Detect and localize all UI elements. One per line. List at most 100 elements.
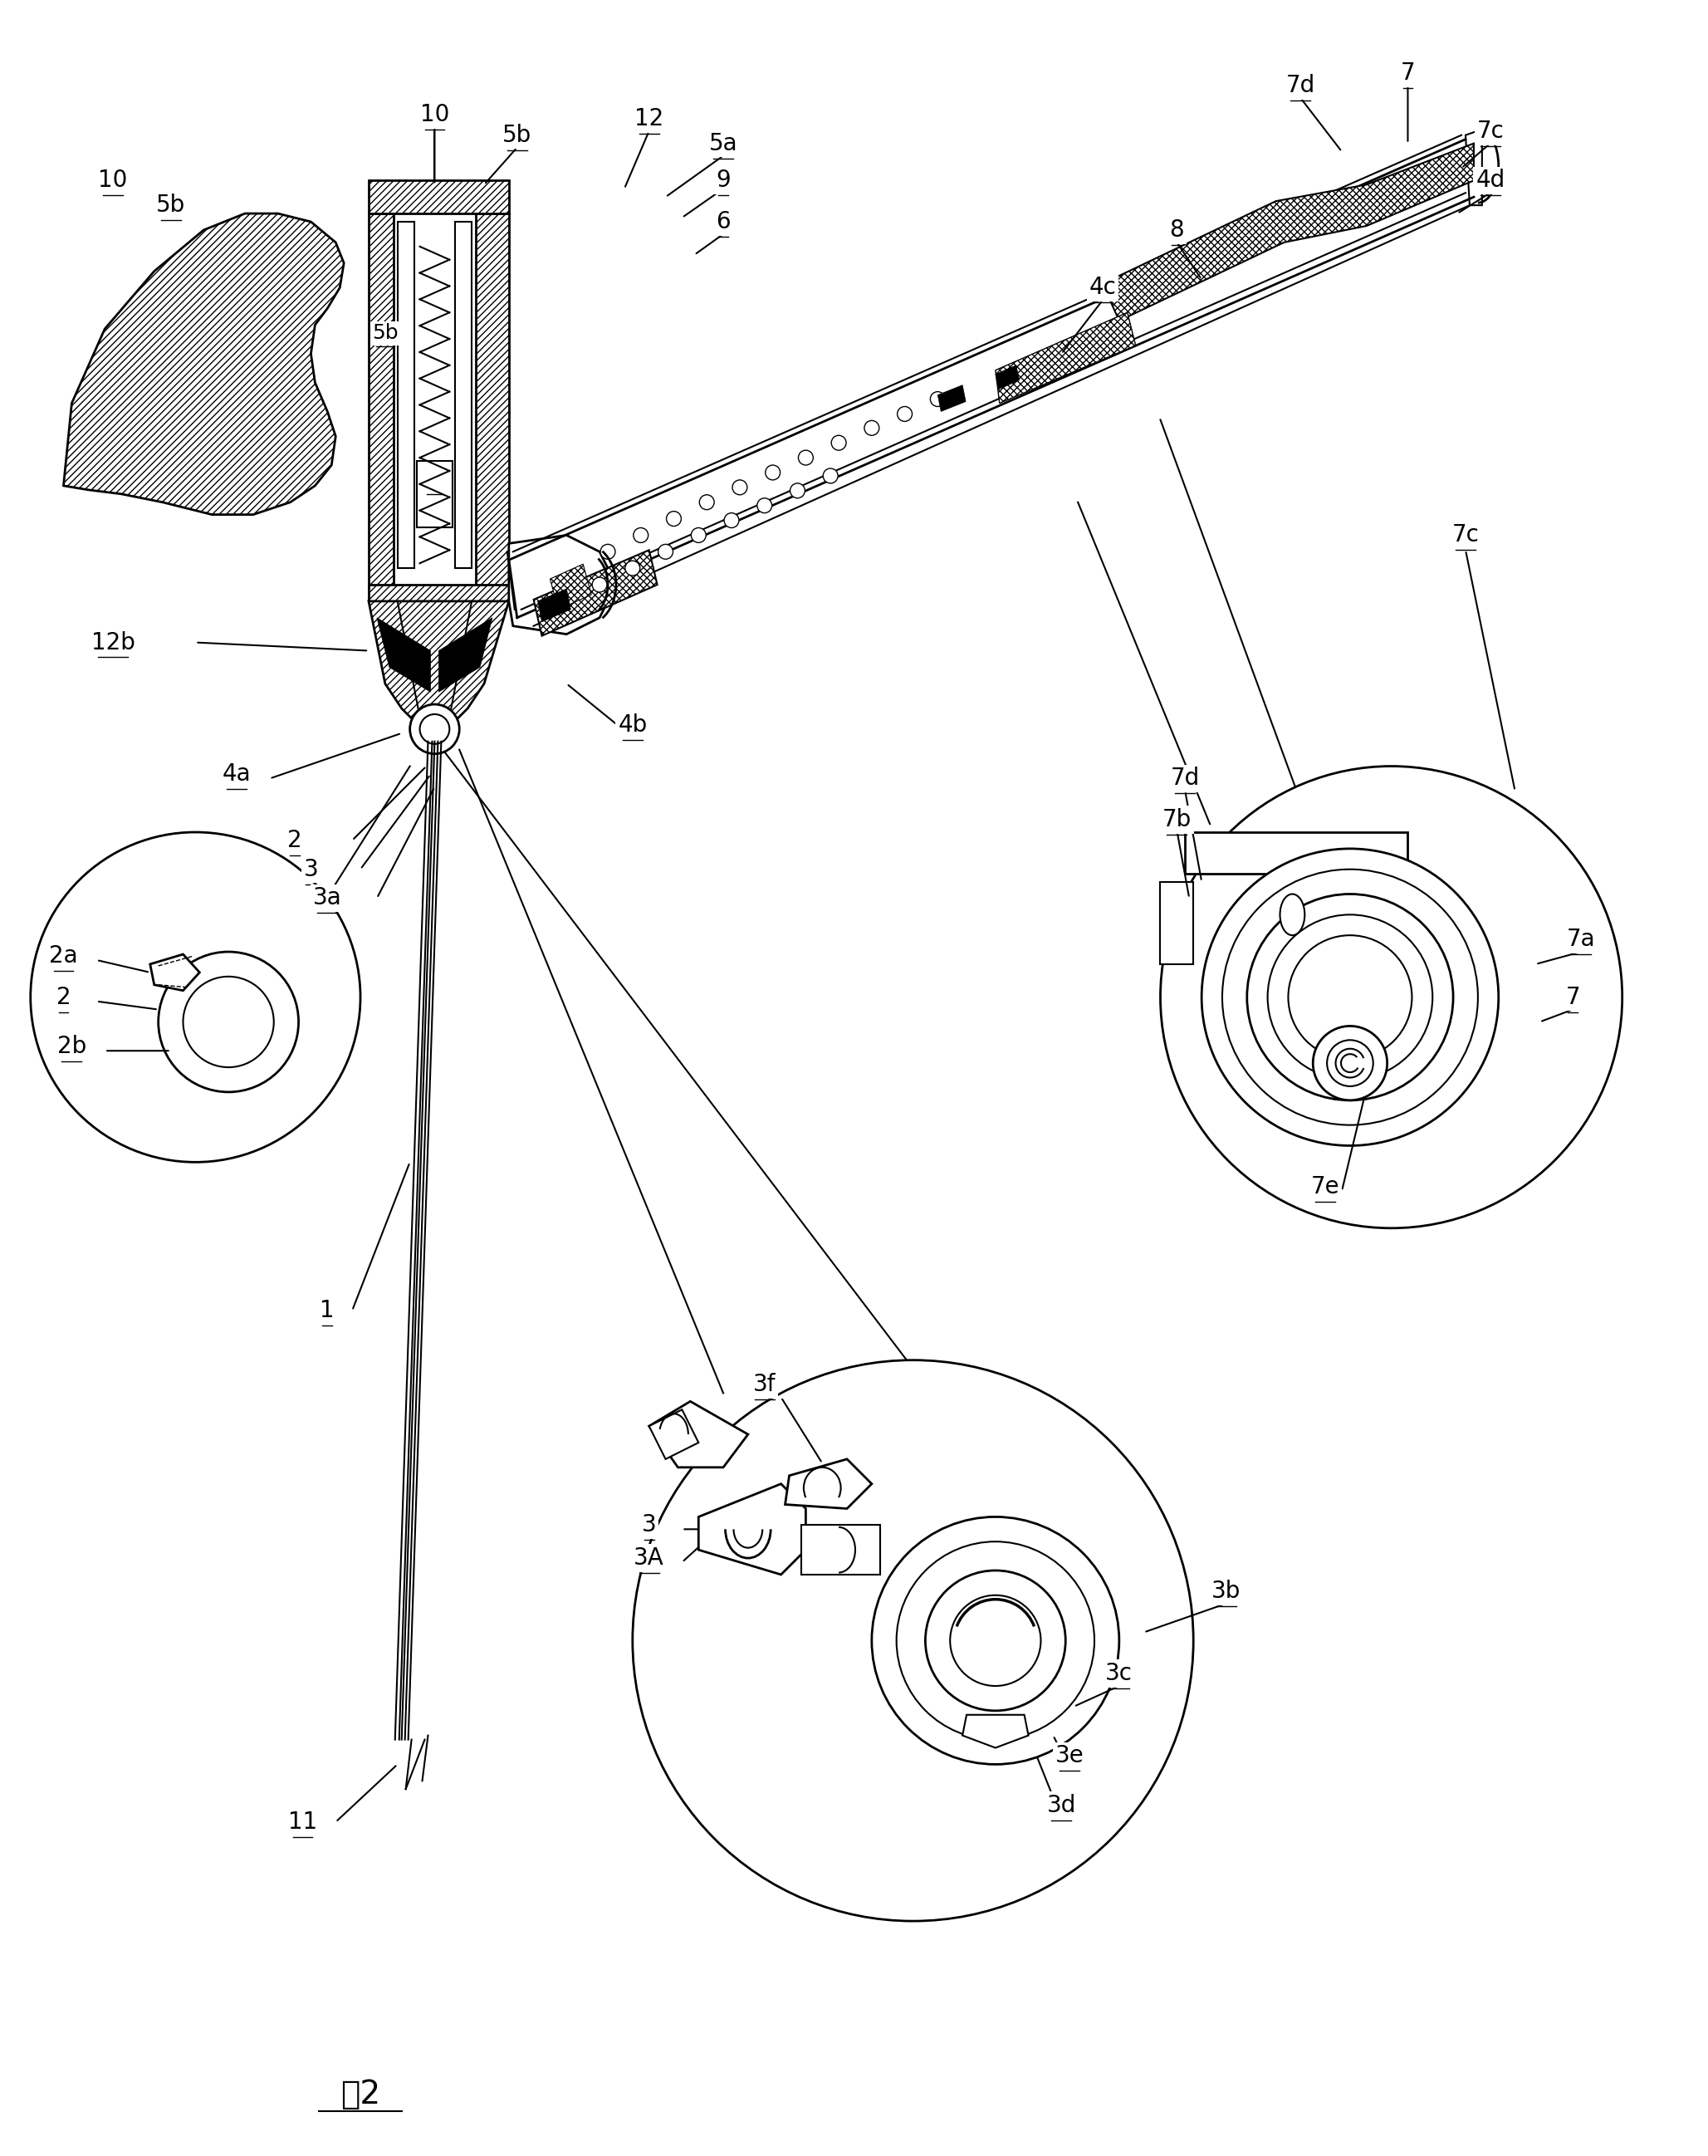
Text: 4b: 4b — [618, 714, 647, 737]
Text: 5b: 5b — [372, 323, 398, 343]
Polygon shape — [533, 550, 658, 636]
Polygon shape — [377, 619, 430, 692]
Polygon shape — [63, 213, 343, 515]
Text: 3e: 3e — [1056, 1744, 1085, 1768]
Text: 7c: 7c — [1452, 524, 1479, 548]
Circle shape — [950, 1595, 1040, 1686]
Text: 6: 6 — [716, 209, 731, 233]
Polygon shape — [801, 1524, 880, 1574]
Polygon shape — [550, 565, 591, 610]
Polygon shape — [369, 181, 509, 213]
Circle shape — [1327, 1039, 1373, 1087]
Polygon shape — [1160, 882, 1194, 964]
Circle shape — [1313, 1026, 1387, 1100]
Polygon shape — [150, 955, 200, 990]
Ellipse shape — [1279, 895, 1305, 936]
Circle shape — [1288, 936, 1413, 1059]
Text: 9: 9 — [716, 168, 731, 192]
Circle shape — [757, 498, 772, 513]
Circle shape — [666, 511, 681, 526]
Polygon shape — [938, 386, 965, 412]
Text: 7c: 7c — [1477, 119, 1505, 142]
Text: 10: 10 — [420, 103, 449, 127]
Circle shape — [1267, 914, 1433, 1080]
Text: 4a: 4a — [222, 763, 251, 787]
Text: 5b: 5b — [502, 123, 531, 147]
Circle shape — [1247, 895, 1454, 1100]
Circle shape — [1160, 765, 1623, 1229]
Circle shape — [159, 951, 299, 1093]
Polygon shape — [439, 619, 492, 692]
Polygon shape — [369, 602, 509, 742]
Circle shape — [897, 407, 912, 420]
Text: 3f: 3f — [753, 1373, 775, 1397]
Circle shape — [658, 543, 673, 558]
Text: 7b: 7b — [1161, 808, 1192, 832]
Circle shape — [823, 468, 839, 483]
Text: 3: 3 — [642, 1514, 656, 1537]
Polygon shape — [417, 461, 453, 526]
Polygon shape — [413, 222, 456, 569]
Polygon shape — [477, 213, 509, 602]
Polygon shape — [369, 213, 393, 602]
Text: 1: 1 — [319, 1300, 335, 1322]
Polygon shape — [786, 1460, 871, 1509]
Circle shape — [724, 513, 740, 528]
Circle shape — [832, 436, 845, 451]
Circle shape — [765, 466, 781, 481]
Text: 2: 2 — [56, 985, 70, 1009]
Text: 3A: 3A — [634, 1546, 664, 1570]
Circle shape — [791, 483, 804, 498]
Circle shape — [634, 528, 649, 543]
Circle shape — [864, 420, 880, 436]
Polygon shape — [398, 222, 413, 569]
Circle shape — [601, 543, 615, 558]
Text: 2b: 2b — [56, 1035, 87, 1059]
Circle shape — [931, 392, 945, 407]
Text: 3b: 3b — [1211, 1580, 1242, 1602]
Circle shape — [1223, 869, 1477, 1125]
Text: 3a: 3a — [313, 886, 342, 910]
Circle shape — [593, 578, 606, 593]
Text: 3d: 3d — [1047, 1794, 1076, 1818]
Text: 7d: 7d — [1170, 768, 1199, 791]
Circle shape — [798, 451, 813, 466]
Text: 4d: 4d — [1476, 168, 1505, 192]
Circle shape — [410, 705, 459, 755]
Text: 图2: 图2 — [340, 2078, 381, 2111]
Circle shape — [183, 977, 273, 1067]
Circle shape — [1202, 849, 1498, 1145]
Polygon shape — [649, 1401, 748, 1468]
Circle shape — [31, 832, 360, 1162]
Text: 12: 12 — [634, 108, 664, 129]
Text: 3: 3 — [304, 858, 318, 882]
Polygon shape — [699, 1483, 806, 1574]
Text: 8: 8 — [1170, 218, 1184, 241]
Circle shape — [926, 1570, 1066, 1710]
Text: 7e: 7e — [1312, 1175, 1339, 1199]
Circle shape — [625, 561, 640, 576]
Polygon shape — [996, 313, 1136, 403]
Polygon shape — [996, 364, 1020, 390]
Text: 5a: 5a — [709, 132, 738, 155]
Text: 4c: 4c — [1090, 276, 1117, 300]
Text: 10: 10 — [99, 168, 128, 192]
Circle shape — [420, 714, 449, 744]
Polygon shape — [1465, 129, 1483, 205]
Text: 3c: 3c — [1105, 1662, 1132, 1686]
Polygon shape — [369, 584, 509, 602]
Polygon shape — [649, 1410, 699, 1460]
Text: 7d: 7d — [1286, 73, 1315, 97]
Circle shape — [699, 494, 714, 509]
Circle shape — [871, 1518, 1119, 1764]
Text: 7: 7 — [1566, 985, 1580, 1009]
Polygon shape — [538, 589, 570, 621]
Circle shape — [692, 528, 705, 543]
Circle shape — [897, 1542, 1095, 1740]
Polygon shape — [509, 535, 617, 634]
Polygon shape — [1185, 832, 1407, 873]
Text: 5b: 5b — [155, 194, 186, 218]
Polygon shape — [456, 222, 471, 569]
Circle shape — [632, 1360, 1194, 1921]
Text: 7: 7 — [1401, 63, 1416, 84]
